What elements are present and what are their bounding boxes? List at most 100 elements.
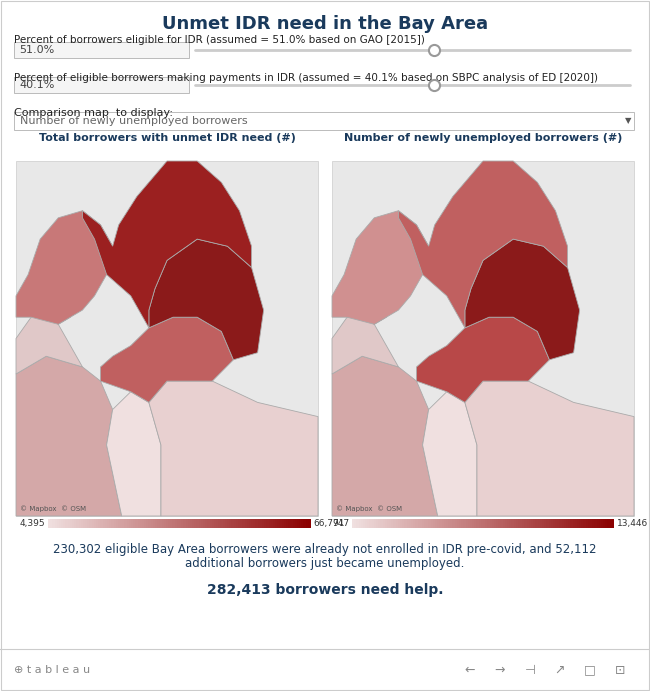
Bar bbox=[577, 519, 580, 528]
Bar bbox=[109, 519, 112, 528]
Bar bbox=[468, 519, 471, 528]
Bar bbox=[526, 519, 529, 528]
Bar bbox=[376, 519, 379, 528]
Bar bbox=[236, 519, 239, 528]
FancyBboxPatch shape bbox=[14, 42, 189, 58]
Bar bbox=[439, 519, 442, 528]
Bar bbox=[531, 519, 534, 528]
Bar bbox=[255, 519, 258, 528]
FancyBboxPatch shape bbox=[14, 77, 189, 93]
Text: →: → bbox=[495, 663, 505, 676]
Bar bbox=[409, 519, 411, 528]
Bar bbox=[205, 519, 208, 528]
Bar bbox=[281, 519, 284, 528]
Bar bbox=[138, 519, 140, 528]
Bar bbox=[365, 519, 368, 528]
Bar bbox=[454, 519, 458, 528]
Text: ⊕ t a b l e a u: ⊕ t a b l e a u bbox=[14, 665, 90, 675]
Bar bbox=[597, 519, 599, 528]
Bar bbox=[94, 519, 97, 528]
Bar bbox=[389, 519, 392, 528]
Bar bbox=[608, 519, 610, 528]
Bar bbox=[142, 519, 144, 528]
Bar bbox=[557, 519, 560, 528]
Bar bbox=[127, 519, 129, 528]
Bar bbox=[372, 519, 374, 528]
Bar bbox=[575, 519, 577, 528]
Polygon shape bbox=[332, 314, 398, 374]
Bar bbox=[488, 519, 490, 528]
Bar bbox=[63, 519, 66, 528]
Bar bbox=[83, 519, 86, 528]
Bar bbox=[238, 519, 240, 528]
Bar bbox=[546, 519, 549, 528]
Polygon shape bbox=[417, 317, 549, 402]
Bar bbox=[588, 519, 590, 528]
Bar bbox=[216, 519, 219, 528]
Bar bbox=[116, 519, 118, 528]
Bar bbox=[512, 519, 514, 528]
Bar bbox=[135, 519, 138, 528]
Bar bbox=[233, 519, 236, 528]
Text: Total borrowers with unmet IDR need (#): Total borrowers with unmet IDR need (#) bbox=[38, 133, 296, 143]
Polygon shape bbox=[465, 381, 634, 516]
Bar bbox=[151, 519, 153, 528]
Bar bbox=[168, 519, 171, 528]
Bar bbox=[220, 519, 223, 528]
Bar bbox=[140, 519, 142, 528]
Bar bbox=[424, 519, 427, 528]
Bar bbox=[560, 519, 562, 528]
Bar bbox=[457, 519, 460, 528]
Bar bbox=[120, 519, 123, 528]
FancyBboxPatch shape bbox=[14, 112, 634, 130]
Bar bbox=[536, 519, 538, 528]
Bar bbox=[367, 519, 370, 528]
Bar bbox=[404, 519, 407, 528]
Bar bbox=[90, 519, 92, 528]
Bar bbox=[573, 519, 575, 528]
Bar bbox=[402, 519, 405, 528]
Bar bbox=[306, 519, 308, 528]
Bar bbox=[87, 519, 90, 528]
Bar bbox=[129, 519, 131, 528]
Bar bbox=[426, 519, 429, 528]
Bar bbox=[430, 519, 434, 528]
Bar bbox=[185, 519, 188, 528]
Bar bbox=[579, 519, 582, 528]
Bar bbox=[223, 519, 226, 528]
Bar bbox=[203, 519, 205, 528]
Bar bbox=[590, 519, 593, 528]
Bar bbox=[594, 519, 597, 528]
Bar bbox=[177, 519, 179, 528]
Text: Comparison map  to display:: Comparison map to display: bbox=[14, 108, 173, 118]
Bar bbox=[413, 519, 416, 528]
Text: © Mapbox  © OSM: © Mapbox © OSM bbox=[336, 505, 402, 512]
Bar bbox=[553, 519, 556, 528]
Bar bbox=[391, 519, 394, 528]
Bar bbox=[415, 519, 418, 528]
Bar bbox=[159, 519, 162, 528]
Bar bbox=[483, 519, 486, 528]
Bar bbox=[428, 519, 431, 528]
Text: ⊣: ⊣ bbox=[525, 663, 536, 676]
Bar bbox=[446, 519, 448, 528]
Bar bbox=[459, 519, 462, 528]
Bar bbox=[175, 519, 177, 528]
Bar bbox=[499, 519, 501, 528]
Bar bbox=[218, 519, 221, 528]
Bar bbox=[244, 519, 247, 528]
Bar bbox=[50, 519, 53, 528]
Bar bbox=[529, 519, 532, 528]
Bar bbox=[505, 519, 508, 528]
Bar bbox=[212, 519, 214, 528]
Bar bbox=[417, 519, 420, 528]
Bar bbox=[494, 519, 497, 528]
Polygon shape bbox=[465, 239, 580, 360]
Text: ←: ← bbox=[465, 663, 475, 676]
Bar bbox=[68, 519, 70, 528]
Bar bbox=[98, 519, 101, 528]
Bar bbox=[242, 519, 245, 528]
Bar bbox=[79, 519, 81, 528]
Bar bbox=[601, 519, 604, 528]
Bar bbox=[179, 519, 182, 528]
